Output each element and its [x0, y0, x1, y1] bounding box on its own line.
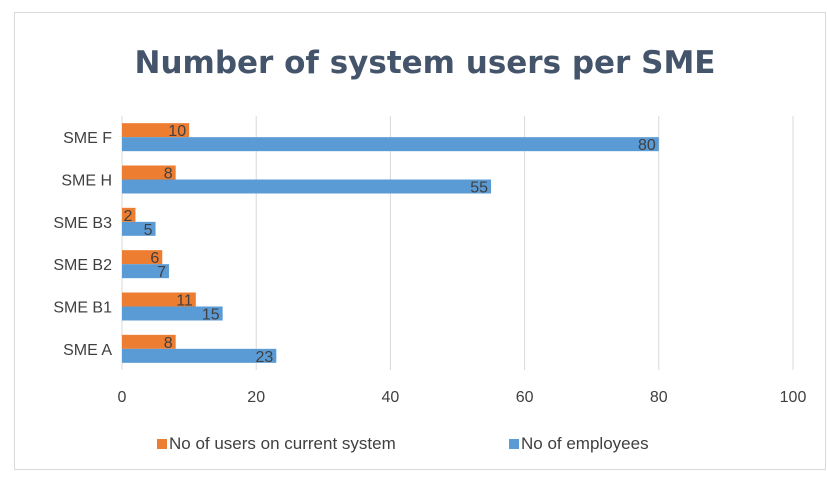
x-tick-label: 0 — [118, 389, 127, 406]
data-label: 80 — [638, 137, 656, 154]
chart-title: Number of system users per SME — [135, 45, 716, 81]
category-labels: SME A SME B1 SME B2 SME B3 SME H SME F — [53, 130, 112, 359]
data-label: 23 — [256, 349, 274, 366]
x-tick-labels: 0 20 40 60 80 100 — [118, 389, 807, 406]
data-label: 15 — [202, 307, 220, 324]
legend-swatch — [157, 439, 167, 449]
legend: No of users on current system No of emplo… — [157, 434, 649, 453]
data-labels: 8 23 11 15 67 25 8 55 10 80 — [124, 123, 656, 366]
data-label: 5 — [144, 222, 153, 239]
bar — [122, 250, 163, 265]
data-label: 8 — [164, 166, 173, 183]
category-label: SME H — [61, 173, 112, 190]
legend-label: No of users on current system — [169, 434, 396, 453]
x-tick-label: 80 — [650, 389, 668, 406]
bar — [122, 334, 176, 349]
data-label: 2 — [124, 208, 133, 225]
bars — [122, 123, 659, 363]
x-tick-label: 100 — [780, 389, 807, 406]
data-label: 11 — [176, 293, 193, 310]
data-label: 7 — [157, 264, 166, 281]
bar — [122, 221, 156, 236]
chart-frame — [14, 12, 826, 470]
data-label: 55 — [470, 180, 488, 197]
x-tick-label: 20 — [247, 389, 265, 406]
bar — [122, 179, 492, 194]
category-label: SME B2 — [53, 257, 112, 274]
category-label: SME F — [63, 130, 112, 147]
bar — [122, 207, 136, 222]
category-label: SME A — [63, 342, 112, 359]
category-label: SME B3 — [53, 215, 112, 232]
gridlines — [121, 116, 794, 370]
x-tick-label: 60 — [516, 389, 534, 406]
bar — [122, 123, 190, 138]
x-tick-label: 40 — [382, 389, 400, 406]
data-label: 10 — [168, 123, 186, 140]
bar — [122, 264, 169, 279]
bar — [122, 292, 196, 307]
data-label: 8 — [164, 335, 173, 352]
bar — [122, 165, 176, 180]
bar — [122, 348, 277, 363]
bar — [122, 137, 659, 152]
bar — [122, 306, 223, 321]
legend-label: No of employees — [521, 434, 649, 453]
data-label: 6 — [150, 250, 159, 267]
legend-swatch — [509, 439, 519, 449]
category-label: SME B1 — [53, 300, 112, 317]
